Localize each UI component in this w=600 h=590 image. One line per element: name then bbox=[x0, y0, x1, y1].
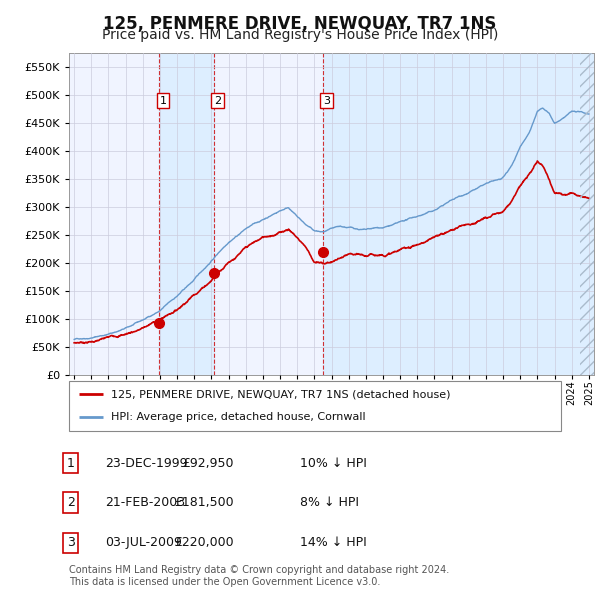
FancyBboxPatch shape bbox=[69, 381, 561, 431]
Bar bbox=[323, 53, 594, 375]
Text: £181,500: £181,500 bbox=[175, 496, 234, 509]
Text: 125, PENMERE DRIVE, NEWQUAY, TR7 1NS (detached house): 125, PENMERE DRIVE, NEWQUAY, TR7 1NS (de… bbox=[111, 389, 451, 399]
Text: £92,950: £92,950 bbox=[182, 457, 234, 470]
Bar bbox=[160, 53, 214, 375]
Text: £220,000: £220,000 bbox=[175, 536, 234, 549]
Text: 1: 1 bbox=[160, 96, 166, 106]
Text: 10% ↓ HPI: 10% ↓ HPI bbox=[300, 457, 367, 470]
Text: 8% ↓ HPI: 8% ↓ HPI bbox=[300, 496, 359, 509]
Text: 3: 3 bbox=[67, 536, 75, 549]
Text: 14% ↓ HPI: 14% ↓ HPI bbox=[300, 536, 367, 549]
Text: 03-JUL-2009: 03-JUL-2009 bbox=[105, 536, 182, 549]
Text: Price paid vs. HM Land Registry's House Price Index (HPI): Price paid vs. HM Land Registry's House … bbox=[102, 28, 498, 42]
Text: 21-FEB-2003: 21-FEB-2003 bbox=[105, 496, 185, 509]
Text: 2: 2 bbox=[214, 96, 221, 106]
Text: 125, PENMERE DRIVE, NEWQUAY, TR7 1NS: 125, PENMERE DRIVE, NEWQUAY, TR7 1NS bbox=[103, 15, 497, 33]
Text: Contains HM Land Registry data © Crown copyright and database right 2024.
This d: Contains HM Land Registry data © Crown c… bbox=[69, 565, 449, 587]
Text: 2: 2 bbox=[67, 496, 75, 509]
Text: HPI: Average price, detached house, Cornwall: HPI: Average price, detached house, Corn… bbox=[111, 412, 365, 422]
Text: 23-DEC-1999: 23-DEC-1999 bbox=[105, 457, 187, 470]
Text: 3: 3 bbox=[323, 96, 330, 106]
Text: 1: 1 bbox=[67, 457, 75, 470]
Bar bbox=[580, 53, 594, 375]
Bar bbox=[580, 53, 594, 375]
